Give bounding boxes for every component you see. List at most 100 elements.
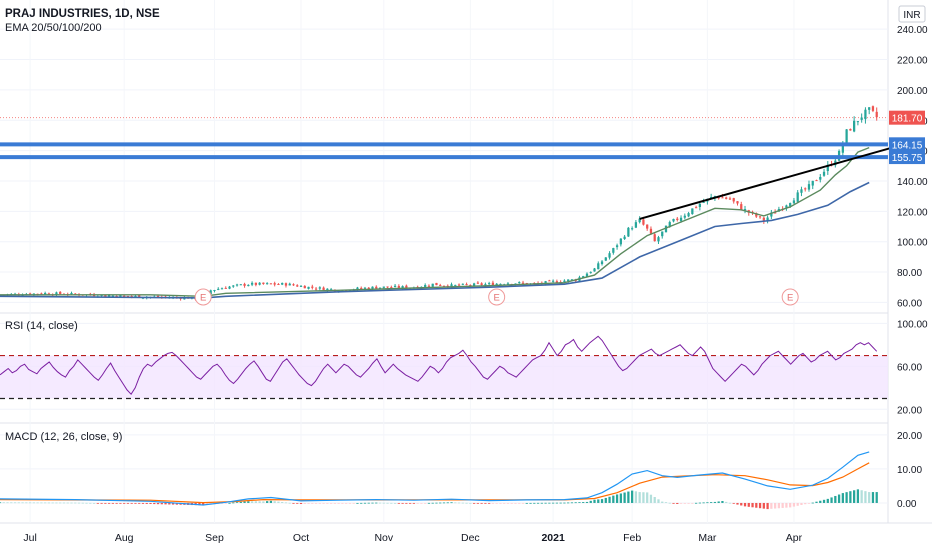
candle-body <box>623 236 626 239</box>
macd-histogram-bar <box>262 501 265 503</box>
macd-histogram-bar <box>397 502 400 504</box>
candle-body <box>119 295 122 298</box>
macd-histogram-bar <box>13 502 17 504</box>
macd-histogram-bar <box>431 502 434 504</box>
candle-body <box>427 285 431 287</box>
x-tick-label: Apr <box>786 532 803 544</box>
candle-body <box>431 283 434 287</box>
currency-box[interactable] <box>898 5 926 23</box>
macd-legend: MACD (12, 26, close, 9) <box>5 431 122 443</box>
candle-body <box>232 285 235 287</box>
macd-histogram-bar <box>442 502 446 504</box>
macd-histogram-bar <box>341 502 344 504</box>
candle-body <box>254 282 257 285</box>
candle-body <box>518 282 521 284</box>
candle-body <box>597 263 600 270</box>
macd-histogram-bar <box>679 502 683 504</box>
price-tick-label: 100.00 <box>897 238 928 249</box>
macd-histogram-bar <box>740 502 743 506</box>
candle-body <box>721 197 724 199</box>
candle-body <box>442 285 446 287</box>
candle-body <box>612 248 615 253</box>
candle-body <box>457 284 461 286</box>
candle-body <box>439 285 442 287</box>
candle-body <box>521 282 525 284</box>
candle-body <box>262 282 265 285</box>
candle-body <box>220 288 224 290</box>
macd-histogram-bar <box>10 502 13 504</box>
candle-body <box>871 106 875 111</box>
candle-body <box>235 284 239 286</box>
candle-body <box>555 281 559 283</box>
candle-body <box>646 224 649 229</box>
candle-body <box>785 205 788 208</box>
candle-body <box>661 231 664 237</box>
macd-histogram-bar <box>254 501 257 503</box>
macd-histogram-bar <box>495 502 498 504</box>
macd-histogram-bar <box>841 493 844 503</box>
macd-histogram-bar <box>107 502 111 504</box>
candle-body <box>318 287 321 289</box>
macd-histogram-bar <box>687 502 690 504</box>
candle-body <box>397 285 400 288</box>
macd-histogram-bar <box>868 492 871 503</box>
macd-histogram-bar <box>378 502 382 504</box>
macd-histogram-bar <box>44 502 47 504</box>
macd-histogram-bar <box>721 501 724 503</box>
candle-body <box>107 295 111 297</box>
candle-body <box>213 290 216 292</box>
macd-histogram-bar <box>2 502 5 504</box>
macd-histogram-bar <box>70 502 73 504</box>
macd-histogram-bar <box>642 492 645 503</box>
candle-body <box>55 292 58 296</box>
candle-body <box>736 201 739 204</box>
macd-histogram-bar <box>864 491 867 503</box>
macd-histogram-bar <box>202 502 205 506</box>
candle-body <box>401 286 404 288</box>
macd-histogram-bar <box>649 494 653 503</box>
macd-histogram-bar <box>89 502 92 504</box>
macd-histogram-bar <box>589 500 592 503</box>
candle-body <box>454 284 457 286</box>
candle-body <box>804 188 807 190</box>
candle-body <box>378 287 382 289</box>
macd-histogram-bar <box>653 497 656 503</box>
macd-histogram-bar <box>822 499 826 503</box>
macd-histogram-bar <box>412 502 416 504</box>
x-tick-label: Dec <box>461 532 480 544</box>
macd-histogram-bar <box>375 502 378 504</box>
macd-histogram-bar <box>725 501 728 503</box>
candle-body <box>849 128 852 131</box>
macd-histogram-bar <box>198 502 201 506</box>
macd-histogram-bar <box>518 502 521 504</box>
earnings-marker <box>194 288 212 306</box>
trendline <box>639 143 904 220</box>
candle-body <box>322 287 325 291</box>
macd-histogram-bar <box>284 502 288 504</box>
candle-body <box>273 283 276 285</box>
macd-histogram-bar <box>469 502 472 504</box>
x-tick-label: Aug <box>115 532 134 544</box>
macd-histogram-bar <box>228 502 231 504</box>
macd-histogram-bar <box>367 502 370 504</box>
macd-histogram-bar <box>849 491 852 503</box>
x-tick-label: Feb <box>623 532 641 544</box>
candle-body <box>600 261 604 265</box>
macd-histogram-bar <box>329 502 333 504</box>
macd-histogram-bar <box>567 502 570 504</box>
macd-histogram-bar <box>837 494 841 503</box>
candle-body <box>488 283 491 285</box>
macd-histogram-bar <box>871 492 875 503</box>
candle-body <box>732 198 735 202</box>
earnings-marker-label: E <box>787 293 793 304</box>
macd-histogram-bar <box>47 502 51 504</box>
macd-histogram-bar <box>160 502 163 505</box>
macd-histogram-bar <box>506 502 510 504</box>
macd-histogram-bar <box>92 502 96 504</box>
macd-histogram-bar <box>104 502 107 504</box>
candle-body <box>589 272 592 274</box>
candle-body <box>307 286 310 289</box>
macd-histogram-bar <box>484 502 487 504</box>
candle-body <box>277 284 280 286</box>
macd-histogram-bar <box>250 501 254 503</box>
